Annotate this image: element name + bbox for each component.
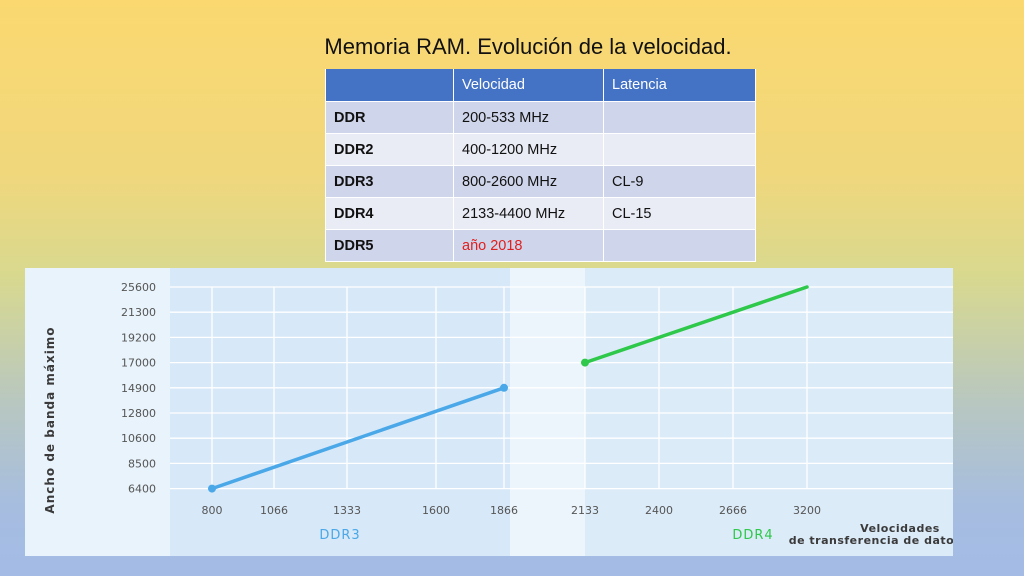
row-latency <box>603 101 756 134</box>
bandwidth-chart-svg: 6400 8500 10600 12800 14900 17000 19200 21300 25… <box>25 268 953 556</box>
x-tick-label: 2133 <box>571 504 599 517</box>
x-axis-label-line2: de transferencia de datos <box>789 534 953 547</box>
table-header-row: Velocidad Latencia <box>325 69 756 102</box>
row-latency: CL-15 <box>603 197 756 230</box>
y-tick-label: 10600 <box>121 432 156 445</box>
data-point <box>208 484 216 493</box>
x-tick-label: 1600 <box>422 504 450 517</box>
table-row: DDR 200-533 MHz <box>325 101 756 134</box>
x-tick-labels: 800 1066 1333 1600 1866 2133 2400 2666 3200 <box>202 504 822 517</box>
series-label-ddr3: DDR3 <box>319 528 360 543</box>
table-row: DDR2 400-1200 MHz <box>325 133 756 166</box>
header-latencia: Latencia <box>603 69 756 102</box>
x-tick-label: 2400 <box>645 504 673 517</box>
series-line-ddr3 <box>210 386 506 491</box>
y-tick-label: 17000 <box>121 357 156 370</box>
gap-band <box>510 268 585 556</box>
bandwidth-chart: 6400 8500 10600 12800 14900 17000 19200 21300 25… <box>25 268 953 556</box>
y-tick-label: 25600 <box>121 281 156 294</box>
row-speed: 2133-4400 MHz <box>453 197 604 230</box>
y-tick-label: 14900 <box>121 382 156 395</box>
row-label: DDR5 <box>325 229 454 262</box>
row-latency <box>603 133 756 166</box>
row-label: DDR4 <box>325 197 454 230</box>
x-tick-label: 1866 <box>490 504 518 517</box>
y-tick-label: 19200 <box>121 331 156 344</box>
table-row: DDR3 800-2600 MHz CL-9 <box>325 165 756 198</box>
row-label: DDR2 <box>325 133 454 166</box>
left-panel <box>25 268 170 556</box>
x-tick-label: 2666 <box>719 504 747 517</box>
x-tick-label: 3200 <box>793 504 821 517</box>
y-tick-label: 8500 <box>128 457 156 470</box>
row-speed: año 2018 <box>453 229 604 262</box>
y-axis-label: Ancho de banda máximo <box>43 326 57 513</box>
ddr3-band <box>170 268 510 556</box>
x-axis-label-line1: Velocidades <box>860 522 940 535</box>
slide-title: Memoria RAM. Evolución de la velocidad. <box>324 34 732 59</box>
row-label: DDR3 <box>325 165 454 198</box>
x-tick-label: 1066 <box>260 504 288 517</box>
header-velocidad: Velocidad <box>453 69 604 102</box>
y-tick-label: 21300 <box>121 306 156 319</box>
table-row: DDR5 año 2018 <box>325 229 756 262</box>
x-tick-label: 800 <box>202 504 223 517</box>
row-speed: 400-1200 MHz <box>453 133 604 166</box>
row-speed: 800-2600 MHz <box>453 165 604 198</box>
series-lines <box>208 285 809 493</box>
series-label-ddr4: DDR4 <box>732 528 773 543</box>
y-tick-label: 12800 <box>121 407 156 420</box>
row-latency <box>603 229 756 262</box>
table-row: DDR4 2133-4400 MHz CL-15 <box>325 197 756 230</box>
row-speed: 200-533 MHz <box>453 101 604 134</box>
header-empty <box>325 69 454 102</box>
data-point <box>581 358 589 367</box>
x-tick-label: 1333 <box>333 504 361 517</box>
data-point <box>500 383 508 392</box>
series-line-ddr4 <box>583 285 809 365</box>
row-latency: CL-9 <box>603 165 756 198</box>
row-label: DDR <box>325 101 454 134</box>
ram-spec-table: Velocidad Latencia DDR 200-533 MHz DDR2 … <box>325 69 756 262</box>
ddr4-band <box>585 268 953 556</box>
y-tick-labels: 6400 8500 10600 12800 14900 17000 19200 21300 25… <box>121 281 156 496</box>
grid <box>170 286 953 490</box>
y-tick-label: 6400 <box>128 483 156 496</box>
